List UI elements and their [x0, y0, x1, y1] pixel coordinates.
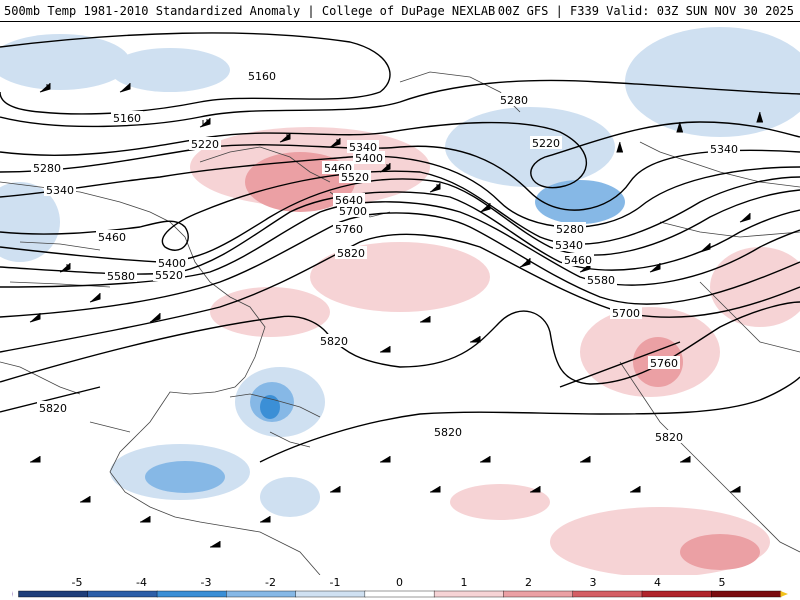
- contour-label-5340: 5340: [46, 184, 74, 197]
- legend-tick-label: -2: [265, 576, 276, 589]
- legend-segment: [226, 590, 297, 598]
- legend-tick-label: 0: [396, 576, 403, 589]
- contour-label-5460: 5460: [98, 231, 126, 244]
- contour-label-5640: 5640: [335, 194, 363, 207]
- legend-segment: [156, 590, 228, 598]
- contour-label-5580: 5580: [107, 270, 135, 283]
- contour-label-5580: 5580: [587, 274, 615, 287]
- contour-label-5820: 5820: [434, 426, 462, 439]
- legend-tick-label: -3: [201, 576, 212, 589]
- legend-tick-label: -4: [136, 576, 147, 589]
- legend-arrow-left: [12, 591, 13, 597]
- map-title: 500mb Temp 1981-2010 Standardized Anomal…: [4, 4, 496, 18]
- legend-tick-label: 1: [461, 576, 468, 589]
- legend-segment: [433, 590, 505, 598]
- contour-label-5820: 5820: [337, 247, 365, 260]
- legend-tick-label: 2: [525, 576, 532, 589]
- legend-segment: [18, 590, 89, 598]
- contour-labels: 5160 5160 5220 5220 5280 5280 5280 5340 …: [31, 69, 740, 444]
- legend-segment: [295, 590, 366, 598]
- contour-label-5220: 5220: [191, 138, 219, 151]
- legend-segment: [641, 590, 712, 598]
- contour-label-5340: 5340: [555, 239, 583, 252]
- contour-label-5280: 5280: [500, 94, 528, 107]
- contour-label-5280: 5280: [556, 223, 584, 236]
- legend-segment: [87, 590, 158, 598]
- contour-label-5820: 5820: [320, 335, 348, 348]
- coastlines: [0, 71, 800, 575]
- contour-label-5820: 5820: [39, 402, 67, 415]
- legend-segment: [572, 590, 643, 598]
- legend-arrow-right: [780, 591, 788, 597]
- weather-map[interactable]: 5160 5160 5220 5220 5280 5280 5280 5340 …: [0, 22, 800, 575]
- contour-label-5760: 5760: [335, 223, 363, 236]
- contour-label-5520: 5520: [155, 269, 183, 282]
- wind-barbs: [29, 83, 763, 548]
- contour-label-5400: 5400: [158, 257, 186, 270]
- contour-label-5520: 5520: [341, 171, 369, 184]
- contour-label-5760: 5760: [650, 357, 678, 370]
- header-bar: 500mb Temp 1981-2010 Standardized Anomal…: [0, 0, 800, 22]
- legend-tick-label: 3: [590, 576, 597, 589]
- contour-label-5460: 5460: [564, 254, 592, 267]
- legend-segment: [364, 590, 435, 598]
- contour-label-5700: 5700: [612, 307, 640, 320]
- contour-label-5160: 5160: [248, 70, 276, 83]
- run-info: 00Z GFS | F339 Valid: 03Z SUN NOV 30 202…: [497, 4, 794, 18]
- legend-tick-label: 4: [654, 576, 661, 589]
- contour-label-5340: 5340: [349, 141, 377, 154]
- legend-tick-label: 5: [719, 576, 726, 589]
- color-legend: -5 -4 -3 -2 -1 0 1 2 3 4 5: [0, 575, 800, 600]
- contour-label-5220: 5220: [532, 137, 560, 150]
- contour-label-5400: 5400: [355, 152, 383, 165]
- contour-label-5700: 5700: [339, 205, 367, 218]
- legend-tick-label: -5: [72, 576, 83, 589]
- contour-label-5160: 5160: [113, 112, 141, 125]
- legend-tick-label: -1: [330, 576, 341, 589]
- legend-segment: [711, 590, 782, 598]
- contour-label-5820: 5820: [655, 431, 683, 444]
- legend-segment: [503, 590, 574, 598]
- contour-label-5280: 5280: [33, 162, 61, 175]
- contour-label-5340: 5340: [710, 143, 738, 156]
